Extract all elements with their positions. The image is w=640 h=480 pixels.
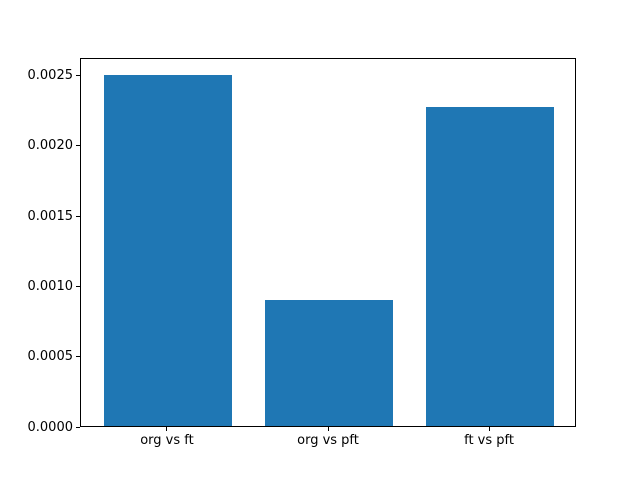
x-tick-mark: [327, 427, 329, 431]
bar-ft-vs-pft: [425, 106, 555, 426]
plot-area: [80, 58, 576, 427]
y-tick-label: 0.0025: [27, 68, 74, 84]
x-tick-label: ft vs pft: [464, 433, 514, 448]
x-tick-mark: [488, 427, 490, 431]
bar-org-vs-pft: [264, 299, 394, 426]
y-tick-mark: [76, 75, 80, 77]
y-tick-mark: [76, 145, 80, 147]
y-tick-label: 0.0005: [27, 349, 74, 365]
y-tick-label: 0.0010: [27, 278, 74, 294]
y-tick-mark: [76, 215, 80, 217]
x-tick-label: org vs ft: [140, 433, 194, 448]
y-tick-label: 0.0020: [27, 138, 74, 154]
y-tick-mark: [76, 285, 80, 287]
y-tick-mark: [76, 426, 80, 428]
y-tick-label: 0.0000: [27, 419, 74, 435]
x-tick-label: org vs pft: [297, 433, 359, 448]
bar-org-vs-ft: [103, 74, 233, 426]
y-tick-label: 0.0015: [27, 208, 74, 224]
y-tick-mark: [76, 356, 80, 358]
x-tick-mark: [166, 427, 168, 431]
